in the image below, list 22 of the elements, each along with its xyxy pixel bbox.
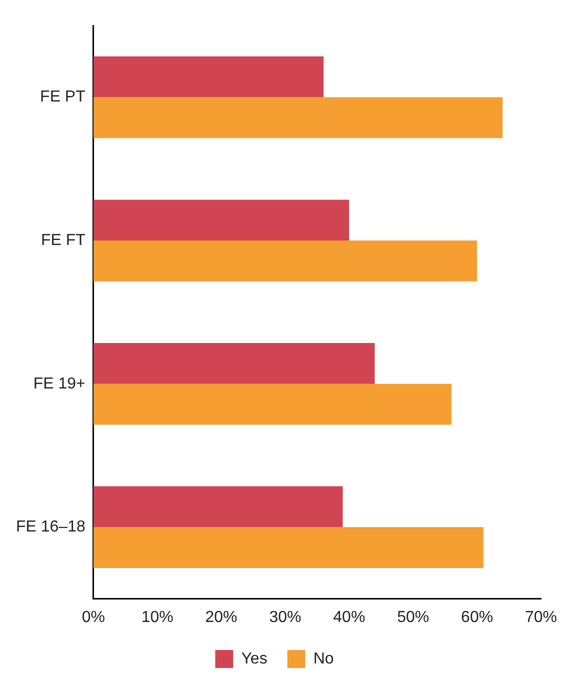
bar xyxy=(93,527,484,568)
x-tick-label: 60% xyxy=(461,608,494,626)
bar xyxy=(93,240,478,282)
bar xyxy=(93,384,452,425)
x-tick-label: 40% xyxy=(333,608,366,626)
y-tick-label: FE PT xyxy=(40,88,86,106)
legend-label: No xyxy=(313,650,334,668)
bar xyxy=(93,97,503,138)
y-tick-label: FE FT xyxy=(40,232,86,249)
y-tick-label: FE 19+ xyxy=(33,375,86,392)
bar xyxy=(93,486,343,528)
x-tick-label: 0% xyxy=(82,608,105,626)
bar xyxy=(93,200,350,241)
bar xyxy=(93,343,375,384)
legend-label: Yes xyxy=(241,650,268,668)
x-tick-label: 30% xyxy=(269,608,302,626)
x-tick-label: 50% xyxy=(397,608,430,626)
x-tick-label: 20% xyxy=(205,608,238,626)
bar xyxy=(93,56,324,98)
x-tick-label: 10% xyxy=(141,608,174,626)
x-tick-label: 70% xyxy=(524,608,558,626)
y-tick-label: FE 16–18 xyxy=(16,518,86,536)
